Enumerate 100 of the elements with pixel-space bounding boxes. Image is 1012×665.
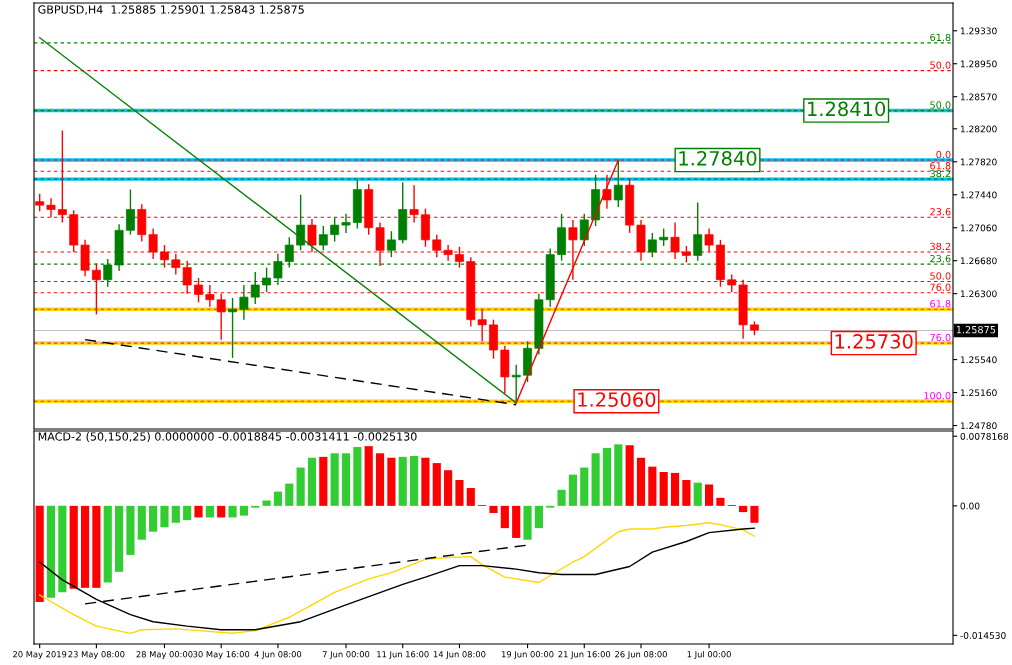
bar [410, 455, 419, 506]
bar [523, 505, 532, 540]
candlestick [228, 297, 237, 359]
bar [466, 488, 475, 506]
bar [183, 505, 192, 521]
bar [205, 505, 214, 518]
x-tick-label: 7 Jun 00:00 [322, 651, 370, 659]
bar [682, 480, 691, 506]
y-tick-label: 1.29330 [960, 27, 997, 35]
bar [194, 505, 203, 518]
bar [670, 472, 680, 506]
annotation: 38.2 [930, 242, 951, 251]
candlestick [579, 213, 589, 247]
bar [353, 447, 362, 506]
annotation: 100.0 [924, 392, 951, 400]
y-tick-label: 1.27820 [960, 158, 997, 166]
bar [239, 505, 248, 516]
y-tick-label: 0.00 [960, 502, 980, 510]
bar [285, 483, 294, 506]
bar [557, 489, 566, 506]
candlestick [239, 284, 249, 321]
candlestick [386, 230, 396, 258]
bar [750, 505, 759, 523]
bar [636, 457, 646, 506]
annotation: 76.0 [930, 333, 951, 342]
bar [69, 505, 78, 589]
candlestick [341, 213, 351, 234]
annotation: 61.8 [930, 162, 951, 170]
annotation: 61.8 [930, 33, 951, 42]
bar [103, 505, 112, 583]
bar [364, 446, 373, 506]
bar [273, 491, 283, 506]
bar [455, 480, 464, 506]
bar [512, 505, 521, 538]
bar [648, 466, 657, 506]
bar [137, 505, 146, 540]
bar [160, 505, 169, 528]
x-tick-label: 11 Jun 16:00 [377, 651, 429, 659]
annotation: 50.0 [930, 272, 951, 280]
bar [307, 457, 317, 506]
x-tick-label: 30 May 16:00 [193, 651, 250, 660]
bar [46, 505, 56, 598]
candlestick [250, 271, 260, 305]
bar [398, 456, 407, 506]
candlestick [126, 188, 135, 236]
y-tick-label: 1.24780 [960, 422, 997, 430]
bar [693, 482, 702, 506]
bar [602, 447, 612, 506]
bar [568, 474, 577, 506]
bar [591, 453, 600, 506]
x-tick-label: 28 May 00:00 [136, 651, 193, 660]
bar [534, 505, 543, 529]
bar [444, 470, 453, 506]
bar [319, 456, 328, 506]
x-tick-label: 23 May 08:00 [68, 651, 125, 660]
bar [489, 505, 498, 513]
x-tick-label: 4 Jun 08:00 [254, 651, 302, 659]
bar [92, 505, 101, 588]
candlestick [647, 232, 657, 258]
bar [330, 453, 339, 506]
bar [500, 505, 509, 529]
y-tick-label: 1.26680 [960, 257, 997, 265]
y-tick-label: 1.28950 [960, 60, 997, 68]
annotation: 23.6 [930, 254, 951, 263]
annotation: 0.0 [936, 150, 951, 159]
y-tick-label: 0.0078168 [960, 432, 1009, 440]
bar [126, 505, 135, 555]
y-tick-label: 1.26300 [960, 290, 997, 298]
annotation: 23.6 [930, 208, 951, 216]
bar [614, 444, 623, 506]
ref-line-label: 1.28410 [808, 101, 886, 117]
ref-line-label: 1.25730 [835, 334, 913, 349]
y-tick-label: -0.014530 [960, 632, 1006, 639]
candlestick [296, 194, 306, 251]
bar [171, 505, 180, 523]
bar [704, 484, 714, 506]
ref-line-label: 1.25060 [578, 392, 656, 407]
bar [296, 467, 305, 506]
bar [341, 453, 351, 506]
bar [432, 463, 441, 506]
y-tick-label: 1.28570 [960, 93, 997, 101]
candlestick [693, 201, 703, 262]
y-tick-label: 1.28200 [960, 125, 997, 133]
bar [739, 505, 748, 513]
y-tick-label: 1.27060 [960, 224, 997, 232]
bar [35, 505, 44, 603]
bar [58, 505, 67, 593]
candlestick [262, 266, 272, 293]
annotation: 61.8 [930, 300, 951, 308]
bar [217, 505, 226, 518]
x-tick-label: 20 May 2019 [13, 651, 67, 660]
bar [149, 505, 158, 532]
annotation: 50.0 [930, 61, 951, 69]
bar [80, 505, 90, 588]
candlestick [330, 216, 340, 243]
bar [421, 457, 430, 506]
bar [625, 445, 634, 506]
annotation: 76.0 [930, 283, 951, 291]
chart-title: GBPUSD,H4 1.25885 1.25901 1.25843 1.25875 [38, 5, 304, 15]
bar [580, 467, 589, 506]
